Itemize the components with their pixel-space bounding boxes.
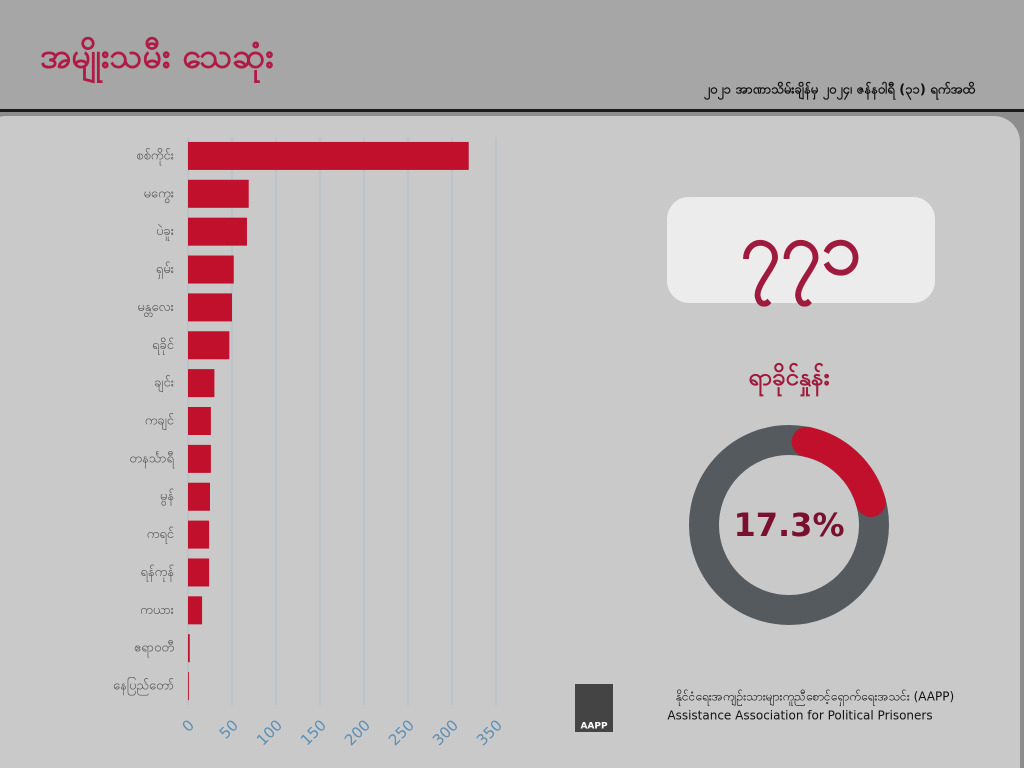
category-label: ရှမ်း [156, 261, 174, 279]
bar [188, 672, 189, 701]
org-name: နိုင်ငံရေးအကျဉ်းသားများကူညီစောင့်ရှောက်ရ… [676, 689, 954, 707]
category-label: ကယား [140, 603, 174, 618]
donut-segment [791, 426, 886, 517]
org-name-en: Assistance Association for Political Pri… [667, 709, 932, 723]
bar [188, 369, 215, 398]
bar [188, 255, 234, 284]
title: အမျိုးသမီး သေဆုံး [40, 37, 274, 84]
category-label: ကရင် [147, 526, 175, 544]
category-label: ရခိုင် [152, 337, 175, 355]
category-label: နေပြည်တော် [113, 677, 174, 696]
category-label: မွန် [160, 488, 175, 506]
bar [188, 558, 210, 587]
subtitle: ၂၀၂၁ အာဏာသိမ်းချိန်မှ ၂၀၂၄၊ ဇန်နဝါရီ (၃၁… [704, 81, 976, 101]
bar [188, 407, 211, 435]
category-label: ပဲခူး [156, 224, 174, 241]
bar [188, 217, 247, 246]
header-bg [0, 0, 1024, 110]
header-rule [0, 109, 1024, 112]
category-label: တနင်္သာရီ [129, 450, 174, 468]
bar [188, 482, 210, 511]
category-label: ရန်ကုန် [140, 564, 174, 582]
logo-icon [575, 684, 613, 732]
bar [188, 634, 190, 663]
highlight-box [667, 197, 935, 303]
category-label: ဧရာဝတီ [134, 640, 174, 658]
bar [188, 293, 232, 322]
category-label: စစ်ကိုင်း [136, 147, 174, 165]
bar [188, 520, 210, 549]
bar [188, 444, 211, 473]
category-label: မကွေး [143, 186, 174, 203]
bar [188, 141, 469, 170]
bar [188, 596, 203, 625]
highlight-number: ၇၇၁ [740, 207, 862, 307]
bar [188, 331, 230, 360]
category-label: ချင်း [154, 375, 174, 393]
category-label: မန္တလေး [137, 300, 174, 317]
donut-track [689, 425, 889, 625]
logo-text: AAPP [580, 722, 608, 732]
donut-label: 17.3% [733, 506, 844, 544]
category-label: ကချင် [145, 413, 175, 431]
bar [188, 179, 249, 208]
